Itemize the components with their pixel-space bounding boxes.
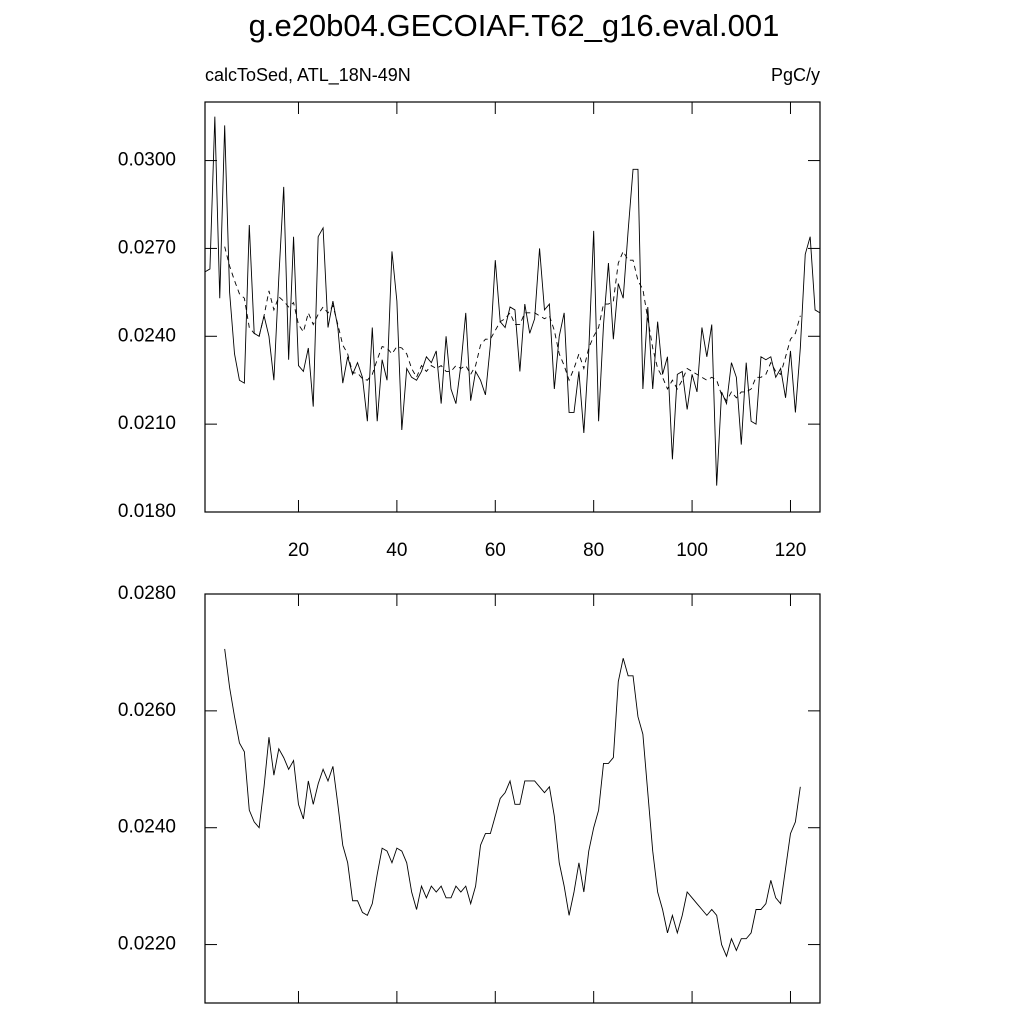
x-tick-label: 40 [386, 540, 407, 561]
x-tick-label: 100 [676, 540, 708, 561]
y-tick-label: 0.0280 [118, 583, 176, 604]
y-tick-label: 0.0270 [118, 237, 176, 258]
data-line [224, 648, 801, 958]
data-line [204, 116, 821, 486]
plot-frame [204, 593, 821, 1004]
x-tick-label: 120 [775, 540, 807, 561]
units-label: PgC/y [771, 65, 820, 85]
y-tick-label: 0.0240 [118, 325, 176, 346]
x-tick-label: 80 [583, 540, 604, 561]
y-tick-label: 0.0240 [118, 817, 176, 838]
y-tick-label: 0.0220 [118, 934, 176, 955]
subtitle-left: calcToSed, ATL_18N-49N [205, 65, 411, 86]
x-tick-label: 60 [485, 540, 506, 561]
y-tick-label: 0.0300 [118, 150, 176, 171]
figure-title: g.e20b04.GECOIAF.T62_g16.eval.001 [249, 8, 780, 43]
y-tick-label: 0.0180 [118, 501, 176, 522]
plot-frame [204, 101, 821, 513]
x-tick-label: 20 [288, 540, 309, 561]
data-line [224, 246, 801, 402]
y-tick-label: 0.0210 [118, 413, 176, 434]
y-tick-label: 0.0260 [118, 700, 176, 721]
